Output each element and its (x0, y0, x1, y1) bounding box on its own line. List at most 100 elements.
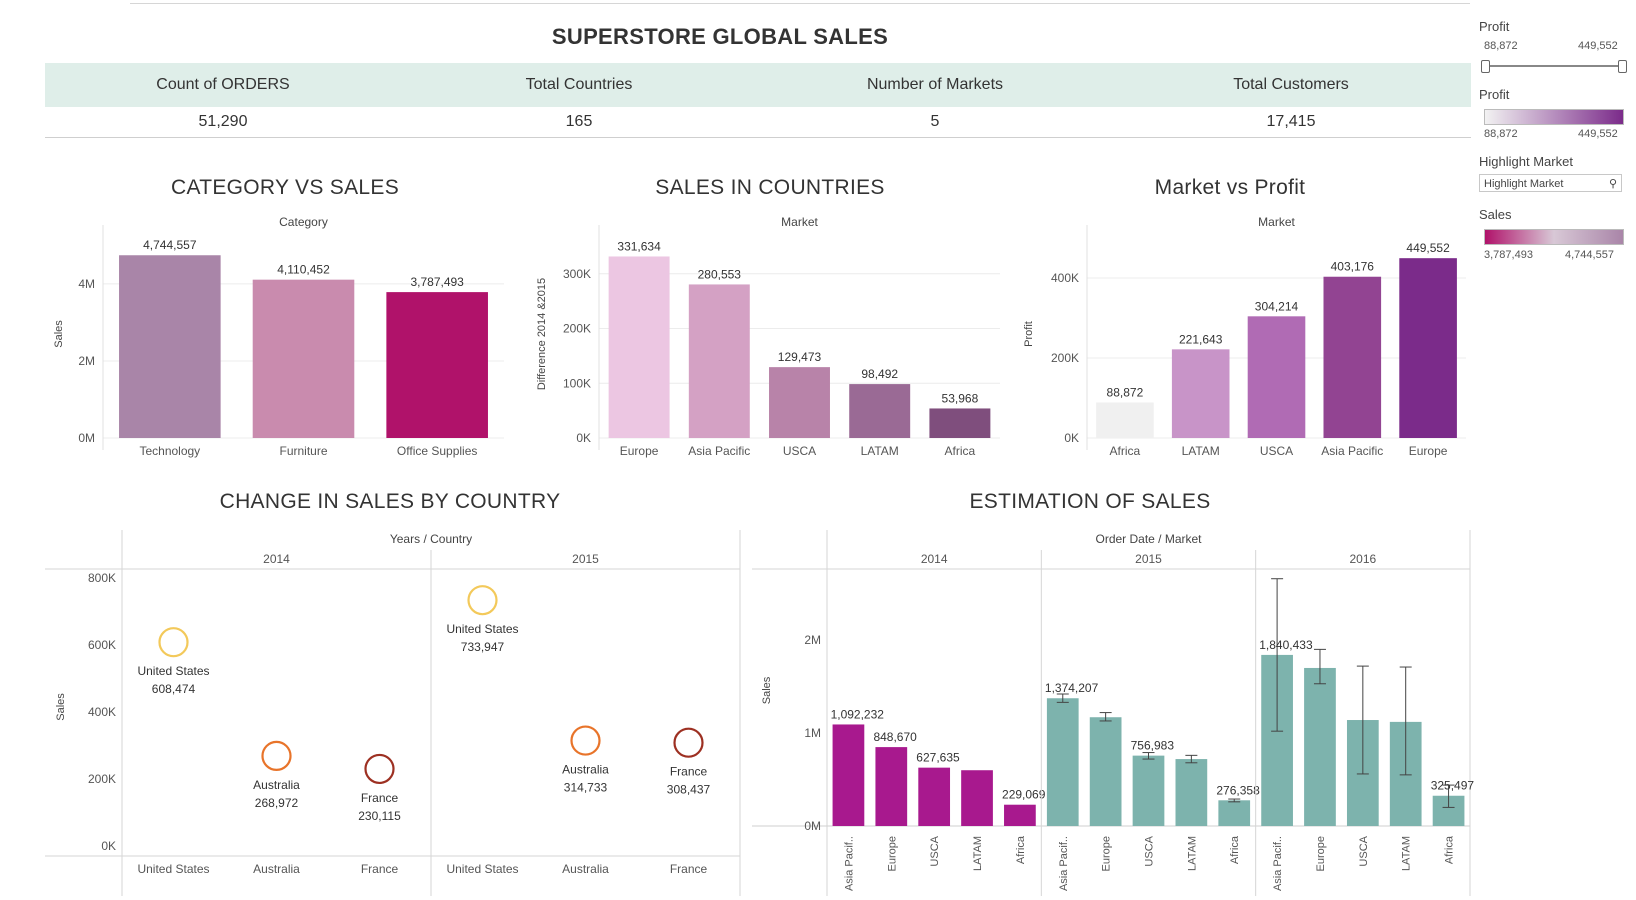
estimation-x-tick-label: LATAM (972, 836, 984, 871)
estimation-panel-year: 2016 (1349, 552, 1376, 566)
countries-data-label: 98,492 (861, 367, 898, 381)
estimation-y-tick-label: 1M (804, 726, 821, 740)
sales-color-ramp (1484, 229, 1624, 245)
change-point-value-label: 733,947 (461, 640, 505, 654)
countries-data-label: 280,553 (698, 267, 742, 281)
highlight-market-input[interactable]: Highlight Market ⚲ (1479, 174, 1622, 192)
market_profit-bar (1096, 402, 1154, 438)
slider-handle-max[interactable] (1618, 60, 1627, 73)
change-bubble (158, 627, 189, 658)
category-y-tick-label: 2M (78, 354, 95, 368)
highlight-market-title: Highlight Market (1479, 154, 1573, 169)
profit-slider-max: 449,552 (1578, 40, 1618, 52)
estimation-y-tick-label: 0M (804, 819, 821, 833)
countries-y-tick-label: 0K (576, 431, 591, 445)
countries-y-axis-label: Difference 2014 &2015 (536, 278, 548, 390)
kpi-label-countries: Total Countries (525, 76, 633, 93)
slider-track (1484, 65, 1624, 67)
countries-header: Market (781, 215, 818, 229)
estimation-x-tick-label: Africa (1229, 835, 1241, 864)
countries-x-tick-label: LATAM (861, 444, 899, 458)
estimation-x-tick-label: USCA (929, 835, 941, 866)
category-bar (119, 255, 221, 438)
kpi-value-countries: 165 (565, 113, 593, 130)
market_profit-y-axis-label: Profit (1023, 321, 1035, 347)
change-point-country-label: United States (137, 664, 209, 678)
change-point-value-label: 608,474 (152, 682, 196, 696)
change-y-axis-label: Sales (55, 693, 67, 721)
change-bubble (673, 727, 704, 758)
market_profit-bar (1247, 316, 1306, 438)
change-bubble (467, 585, 498, 616)
change-x-tick-label: France (670, 862, 708, 876)
change-point-value-label: 314,733 (564, 781, 608, 795)
countries-x-tick-label: Africa (945, 444, 976, 458)
change-point-value-label: 268,972 (255, 796, 299, 810)
sales-legend-min: 3,787,493 (1484, 249, 1533, 261)
category-y-tick-label: 0M (78, 431, 95, 445)
change-x-tick-label: Australia (562, 862, 609, 876)
kpi-label-customers: Total Customers (1233, 76, 1349, 93)
market_profit-bar (1171, 349, 1230, 438)
countries-chart-title: SALES IN COUNTRIES (655, 176, 885, 199)
countries-y-tick-label: 200K (563, 322, 591, 336)
profit-legend-title: Profit (1479, 87, 1510, 102)
change-x-tick-label: United States (446, 862, 518, 876)
estimation-x-tick-label: Asia Pacif.. (1272, 836, 1284, 891)
change-panel-year: 2014 (263, 552, 290, 566)
kpi-header-band (45, 63, 1471, 107)
sales-legend-title: Sales (1479, 207, 1512, 222)
countries-x-tick-label: Asia Pacific (688, 444, 750, 458)
estimation-header: Order Date / Market (1095, 532, 1202, 546)
estimation-y-axis-label: Sales (761, 676, 773, 704)
change-point-country-label: France (670, 765, 708, 779)
estimation-x-tick-label: USCA (1358, 835, 1370, 866)
kpi-value-markets: 5 (930, 113, 940, 130)
category-data-label: 4,744,557 (143, 238, 197, 252)
market_profit-data-label: 221,643 (1179, 332, 1223, 346)
slider-handle-min[interactable] (1481, 60, 1490, 73)
change-x-tick-label: France (361, 862, 399, 876)
market_profit-x-tick-label: USCA (1260, 444, 1293, 458)
estimation-bar (1089, 717, 1122, 826)
estimation-data-label: 1,092,232 (831, 707, 885, 721)
change-point-value-label: 230,115 (358, 809, 401, 823)
estimation-bar (1218, 800, 1251, 826)
kpi-label-orders: Count of ORDERS (156, 76, 290, 93)
estimation-panel-year: 2014 (921, 552, 948, 566)
market_profit-y-tick-label: 400K (1051, 271, 1079, 285)
change-chart-title: CHANGE IN SALES BY COUNTRY (219, 490, 561, 513)
estimation-bar (918, 767, 951, 826)
estimation-data-label: 756,983 (1131, 739, 1175, 753)
change-point-country-label: France (361, 791, 399, 805)
profit-range-slider[interactable] (1481, 60, 1627, 73)
sales-legend-max: 4,744,557 (1565, 249, 1614, 261)
countries-bar (608, 256, 670, 438)
category-chart-title: CATEGORY VS SALES (170, 176, 400, 199)
market_profit-x-tick-label: Africa (1110, 444, 1141, 458)
category-data-label: 3,787,493 (410, 275, 464, 289)
countries-bar (849, 384, 911, 438)
estimation-x-tick-label: Europe (886, 836, 898, 871)
change-y-tick-label: 600K (88, 638, 116, 652)
estimation-x-tick-label: Asia Pacif.. (843, 836, 855, 891)
change-panel-year: 2015 (572, 552, 599, 566)
countries-y-tick-label: 100K (563, 376, 591, 390)
highlight-market-placeholder: Highlight Market (1484, 178, 1564, 190)
profit-color-ramp (1484, 109, 1624, 125)
kpi-value-orders: 51,290 (198, 113, 248, 130)
category-x-tick-label: Office Supplies (397, 444, 478, 458)
market_profit-x-tick-label: LATAM (1182, 444, 1220, 458)
estimation-data-label: 1,374,207 (1045, 681, 1099, 695)
estimation-panel-year: 2015 (1135, 552, 1162, 566)
market-profit-chart-title: Market vs Profit (1154, 176, 1306, 199)
market_profit-x-tick-label: Asia Pacific (1321, 444, 1383, 458)
change-point-country-label: United States (446, 622, 518, 636)
change-point-value-label: 308,437 (667, 783, 711, 797)
estimation-bar (875, 747, 908, 826)
market_profit-data-label: 449,552 (1406, 241, 1450, 255)
category-bar (252, 279, 355, 438)
change-x-tick-label: Australia (253, 862, 300, 876)
estimation-data-label: 627,635 (916, 751, 960, 765)
